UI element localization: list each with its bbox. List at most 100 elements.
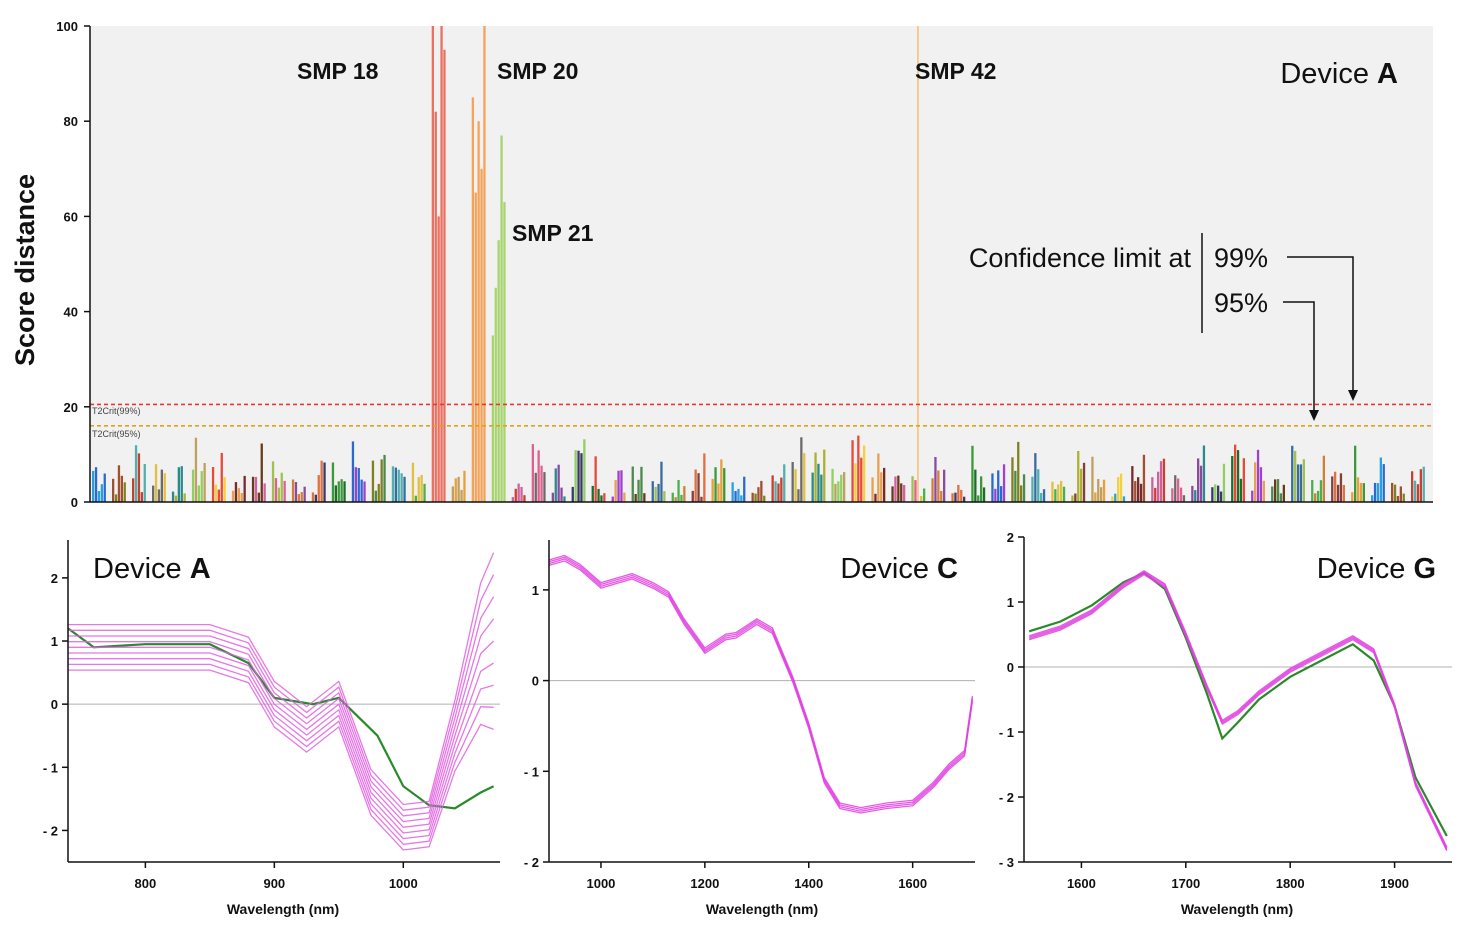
bar-smp-30 [680,494,683,502]
bar-smp-31 [703,453,706,502]
bar-smp-24 [563,496,566,502]
bar-smp-35 [771,475,774,502]
bar-smp-13 [343,481,346,502]
bar-smp-21 [491,335,494,502]
bar-smp-32 [723,468,726,502]
bar-smp-26 [597,488,600,502]
sample-spectrum-line [548,554,974,809]
bar-smp-23 [534,472,537,502]
bar-smp-44 [954,492,957,502]
bar-smp-66 [1396,496,1400,502]
y-axis-label: Score distance [10,174,40,366]
bar-smp-42 [923,488,926,502]
bar-smp-61 [1291,445,1294,502]
bar-smp-46 [991,473,994,502]
bar-smp-48 [1031,476,1034,502]
bar-smp-11 [297,494,300,502]
bar-smp-56 [1202,445,1206,502]
panel-title-letter: C [937,553,958,585]
bar-smp-51 [1102,479,1106,502]
bar-smp-12 [320,460,323,502]
bar-smp-18 [440,26,443,502]
bar-smp-50 [1077,451,1080,502]
bar-smp-55 [1171,488,1174,502]
panel-title-device-c: Device C [840,553,958,585]
bar-smp-36 [803,453,806,502]
bar-smp-19 [463,470,466,502]
bar-smp-21 [494,287,497,502]
bar-smp-44 [963,496,966,502]
bar-smp-34 [763,495,766,502]
x-tick-label: 1600 [1067,876,1096,891]
bar-smp-12 [317,475,320,502]
bar-smp-48 [1034,453,1037,502]
bar-smp-16 [394,467,397,502]
y-tick-label: 40 [64,305,78,320]
panel-title-prefix: Device [1317,553,1414,585]
bar-smp-2 [117,465,121,502]
spectra-panel-device-a: 2 1 0 - 1 - 2 800 900 1000 [43,540,500,891]
bar-smp-64 [1356,477,1360,502]
bar-smp-7 [214,484,218,502]
bar-smp-60 [1279,493,1283,502]
bar-smp-46 [997,470,1000,502]
bar-smp-13 [337,481,340,502]
bar-smp-36 [794,469,797,502]
x-tick-label: 800 [135,876,157,891]
bar-smp-46 [1002,464,1006,502]
bar-smp-33 [734,491,737,502]
y-tick-label: - 1 [524,764,539,779]
bar-smp-57 [1217,485,1220,502]
y-ticks: 0 20 40 60 80 100 [56,19,90,510]
bar-smp-37 [820,474,823,502]
bar-smp-64 [1362,483,1365,502]
bar-smp-15 [374,490,377,502]
bar-smp-66 [1393,484,1397,502]
x-tick-label: 1000 [389,876,418,891]
bar-smp-1 [100,484,103,502]
bar-smp-67 [1413,480,1417,502]
bar-smp-52 [1122,496,1126,502]
bar-smp-16 [400,473,403,502]
bar-smp-5 [180,466,183,502]
bar-smp-67 [1416,484,1420,502]
bar-smp-58 [1236,450,1240,502]
y-tick-label: - 2 [524,855,539,870]
bar-smp-12 [314,494,317,502]
spectra-panel-device-c: 1 0 - 1 - 2 1000 1200 1400 1600 [524,540,975,891]
y-tick-label: 1 [1007,595,1014,610]
bar-smp-27 [620,470,623,502]
bar-smp-49 [1060,480,1063,502]
panel-title-device-a: Device A [93,553,211,585]
bar-smp-39 [854,463,857,502]
bar-smp-45 [971,445,974,502]
bar-smp-66 [1399,486,1402,502]
bar-smp-64 [1351,492,1354,502]
bar-smp-19 [457,476,460,502]
annotation-smp-18: SMP 18 [297,58,379,84]
bar-smp-44 [957,484,960,502]
threshold-label-95: T2Crit(95%) [92,429,141,439]
bar-smp-67 [1422,466,1425,502]
bar-smp-60 [1271,486,1274,502]
x-axis-label-device-a: Wavelength (nm) [227,901,339,917]
bar-smp-53 [1139,483,1143,502]
bar-smp-10 [277,487,280,502]
bar-smp-54 [1154,487,1157,502]
bar-smp-26 [600,495,603,502]
bar-smp-50 [1082,462,1086,502]
bar-smp-42 [911,476,914,502]
bar-smp-56 [1194,490,1197,502]
bar-smp-57 [1211,487,1214,502]
bar-smp-32 [717,483,720,502]
bar-smp-30 [674,497,677,502]
x-tick-label: 1200 [690,876,719,891]
bar-smp-5 [183,493,186,502]
bar-smp-48 [1037,469,1040,502]
bar-smp-44 [951,493,954,502]
bar-smp-25 [577,450,580,502]
bar-smp-25 [580,453,583,502]
bar-smp-40 [874,493,877,502]
sample-spectrum-line [68,574,495,811]
